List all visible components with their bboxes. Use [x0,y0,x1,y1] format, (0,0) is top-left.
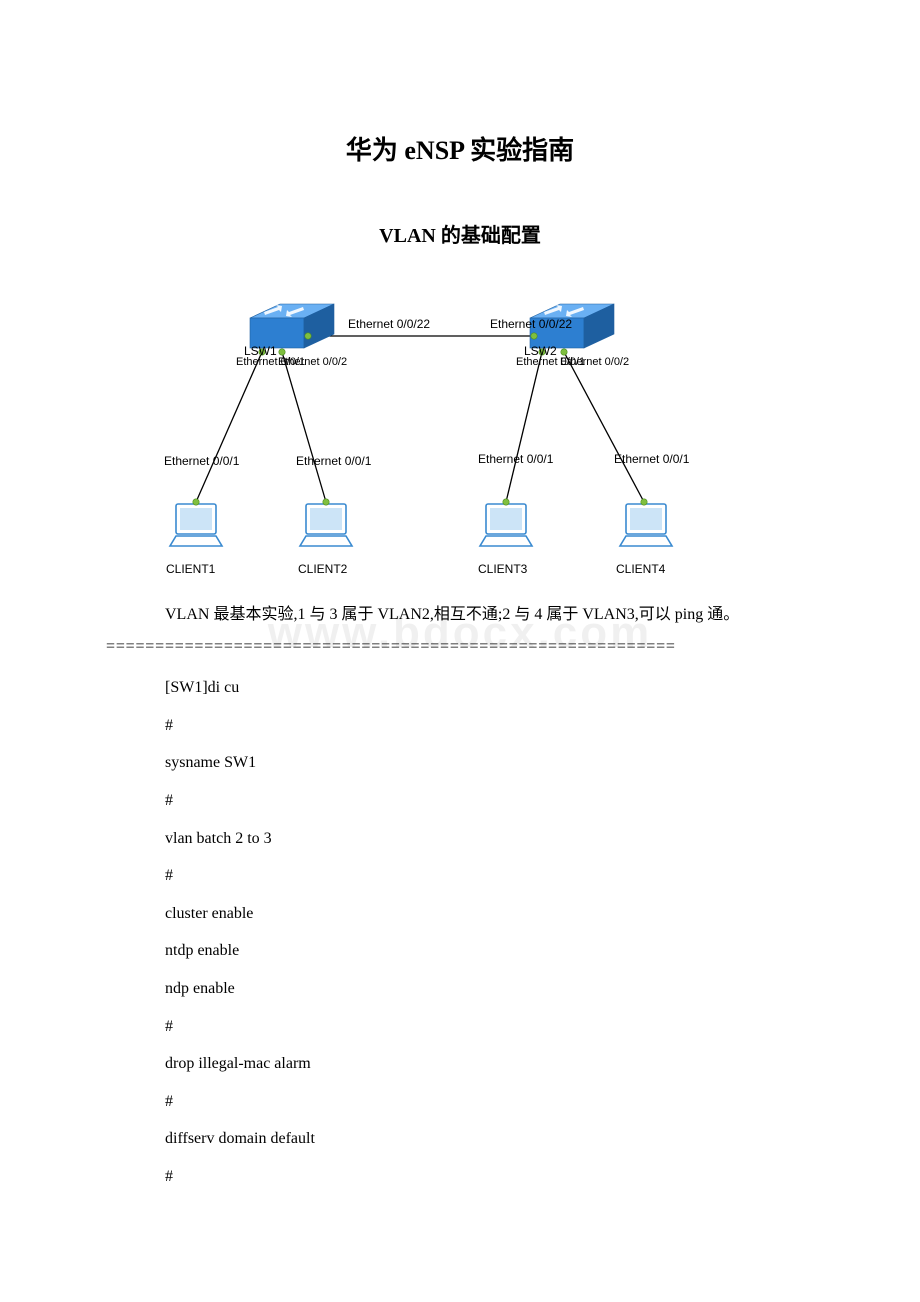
config-line: # [165,857,800,895]
diagram-label: Ethernet 0/0/22 [348,317,430,331]
config-line: # [165,1158,800,1196]
description-text: VLAN 最基本实验,1 与 3 属于 VLAN2,相互不通;2 与 4 属于 … [0,584,920,628]
config-output: [SW1]di cu#sysname SW1#vlan batch 2 to 3… [0,659,920,1195]
config-line: # [165,1008,800,1046]
diagram-label: CLIENT3 [478,562,527,576]
diagram-label: Ethernet 0/0/1 [296,454,371,468]
config-line: ndp enable [165,970,800,1008]
config-line: # [165,782,800,820]
diagram-label: Ethernet 0/0/2 [560,356,629,368]
config-line: # [165,1083,800,1121]
page-title: 华为 eNSP 实验指南 [0,0,920,167]
config-line: vlan batch 2 to 3 [165,820,800,858]
diagram-label: Ethernet 0/0/2 [278,356,347,368]
config-line: [SW1]di cu [165,669,800,707]
diagram-label: Ethernet 0/0/1 [614,452,689,466]
config-line: sysname SW1 [165,744,800,782]
diagram-label: Ethernet 0/0/1 [164,454,239,468]
page-subtitle: VLAN 的基础配置 [0,167,920,248]
diagram-svg [110,284,810,584]
diagram-label: CLIENT2 [298,562,347,576]
network-diagram: Ethernet 0/0/22Ethernet 0/0/22LSW1Ethern… [110,284,810,584]
diagram-label: Ethernet 0/0/22 [490,317,572,331]
diagram-label: Ethernet 0/0/1 [478,452,553,466]
diagram-label: CLIENT1 [166,562,215,576]
diagram-label: CLIENT4 [616,562,665,576]
config-line: diffserv domain default [165,1120,800,1158]
config-line: cluster enable [165,895,800,933]
config-line: drop illegal-mac alarm [165,1045,800,1083]
config-line: ntdp enable [165,932,800,970]
config-line: # [165,707,800,745]
separator-line: ========================================… [0,628,920,660]
